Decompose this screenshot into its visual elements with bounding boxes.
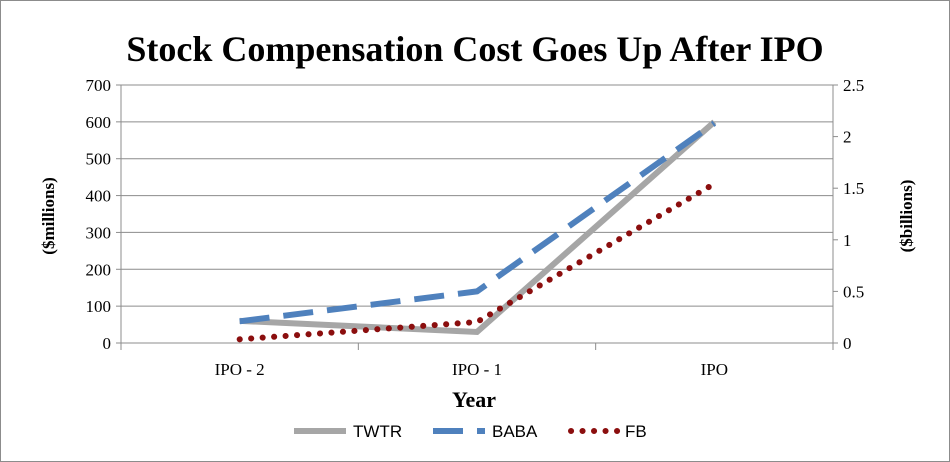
left-tick-label: 700 [86, 76, 112, 95]
legend-label-baba: BABA [492, 422, 538, 441]
right-tick-label: 0.5 [843, 282, 864, 301]
right-tick-label: 0 [843, 334, 852, 353]
x-axis-ticks: IPO - 2 IPO - 1 IPO [120, 343, 834, 379]
right-tick-label: 2 [843, 128, 852, 147]
right-tick-label: 1.5 [843, 179, 864, 198]
legend-label-fb: FB [625, 422, 647, 441]
right-tick-label: 2.5 [843, 76, 864, 95]
right-axis-ticks: 0 0.5 1 1.5 2 2.5 [833, 76, 864, 353]
left-tick-label: 500 [86, 150, 112, 169]
x-tick-label: IPO - 2 [215, 360, 265, 379]
left-tick-label: 300 [86, 223, 112, 242]
left-tick-label: 100 [86, 297, 112, 316]
series-line-fb [236, 180, 718, 343]
series-lines [236, 119, 718, 343]
y-axis-label: ($millions) [39, 177, 58, 254]
left-tick-label: 200 [86, 260, 112, 279]
axes [120, 85, 834, 344]
left-tick-label: 0 [103, 334, 112, 353]
legend-label-twtr: TWTR [353, 422, 402, 441]
left-tick-label: 400 [86, 187, 112, 206]
x-axis-label: Year [452, 387, 496, 412]
right-tick-label: 1 [843, 231, 852, 250]
y2-axis-label: ($billions) [897, 180, 916, 253]
series-line-baba [239, 120, 717, 325]
legend: TWTR BABA FB [294, 422, 647, 441]
left-axis-ticks: 0 100 200 300 400 500 600 700 [86, 76, 121, 353]
x-tick-label: IPO [701, 360, 728, 379]
x-tick-label: IPO - 1 [452, 360, 502, 379]
series-line-twtr [239, 119, 717, 335]
gridlines [121, 84, 833, 307]
chart-title: Stock Compensation Cost Goes Up After IP… [126, 29, 823, 69]
left-tick-label: 600 [86, 113, 112, 132]
